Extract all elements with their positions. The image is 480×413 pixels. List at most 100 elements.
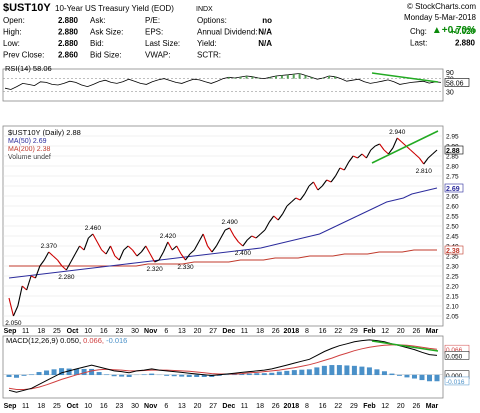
price-segment [118, 249, 125, 261]
price-segment [255, 233, 261, 239]
price-segment [193, 241, 200, 251]
price-segment [299, 193, 306, 201]
macd-legend-signal: 0.066, [81, 336, 104, 345]
x-tick-label-bottom: 16 [319, 403, 327, 410]
x-tick-label: 11 [22, 328, 29, 335]
x-tick-label: 22 [334, 328, 342, 335]
x-tick-label-bottom: 18 [256, 403, 264, 410]
ma200-line [9, 249, 437, 267]
macd-histogram-bar [96, 372, 102, 376]
price-segment [145, 245, 151, 255]
price-segment [401, 141, 407, 147]
x-tick-label-bottom: 20 [194, 403, 202, 410]
macd-line [8, 339, 438, 393]
price-segment [136, 251, 142, 257]
price-tick-label: 2.60 [446, 204, 459, 211]
x-tick-label: 11 [241, 328, 248, 335]
price-segment [70, 253, 76, 263]
x-tick-label: 29 [350, 328, 358, 335]
price-annotation: 2.460 [85, 225, 102, 232]
x-tick-label-bottom: 20 [397, 403, 405, 410]
price-segment [286, 201, 292, 207]
macd-histogram-bar [59, 368, 65, 376]
price-segment [43, 251, 50, 261]
x-tick-label-bottom: 26 [272, 403, 280, 410]
price-segment [326, 179, 332, 183]
price-segment [308, 181, 314, 187]
macd-histogram-bar [381, 371, 387, 376]
x-tick-label: 30 [131, 328, 139, 335]
x-tick-label-bottom: Oct [67, 403, 79, 410]
macd-histogram-bar [179, 374, 185, 377]
macd-histogram-bar [291, 370, 297, 376]
price-tick-label: 2.50 [446, 224, 459, 231]
macd-tick-label: 0.050 [446, 353, 463, 360]
x-tick-label: 20 [194, 328, 202, 335]
macd-histogram-bar [276, 371, 282, 376]
macd-trendline [371, 340, 439, 352]
price-tick-label: 2.65 [446, 194, 459, 201]
macd-histogram-bar [36, 372, 42, 376]
price-annotation: 2.280 [58, 274, 75, 281]
quote-value: +0.020 [450, 27, 475, 36]
price-segment [127, 245, 133, 251]
macd-histogram-bar [254, 373, 260, 376]
price-segment [88, 233, 94, 239]
price-panel: $UST10Y (Daily) 2.88 MA(50) 2.69 MA(200)… [2, 125, 464, 327]
x-tick-label-bottom: 6 [164, 403, 168, 410]
macd-histogram-bar [269, 372, 275, 376]
x-tick-label-bottom: 8 [305, 403, 309, 410]
price-annotation: 2.320 [146, 266, 163, 273]
price-segment [282, 205, 288, 215]
price-value-badge [444, 245, 464, 255]
price-segment [162, 241, 169, 253]
x-tick-label-bottom: 22 [334, 403, 342, 410]
price-segment [132, 249, 138, 257]
macd-histogram-bar [404, 374, 410, 378]
price-segment [167, 241, 173, 251]
macd-histogram-bar [201, 374, 207, 377]
x-tick-label: Dec [222, 328, 235, 335]
macd-histogram-bar [426, 374, 432, 382]
macd-histogram-bar [231, 373, 237, 376]
price-segment [39, 259, 45, 267]
change-pct-label: ▲+0.70% [432, 25, 476, 36]
x-tick-label-bottom: 23 [116, 403, 124, 410]
price-segment [114, 255, 120, 261]
macd-tick-label: 0.066 [446, 347, 463, 354]
price-segment [423, 157, 429, 165]
price-segment [352, 155, 358, 159]
x-tick-label: 2018 [284, 328, 300, 335]
rsi-tick-label: 30 [446, 89, 454, 96]
chart-header: $UST10Y 10-Year US Treasury Yield (EOD) … [3, 2, 477, 36]
price-segment [229, 227, 235, 237]
symbol-name: 10-Year US Treasury Yield (EOD) [55, 4, 174, 13]
price-segment [374, 143, 380, 147]
rsi-line [4, 73, 442, 90]
price-segment [30, 275, 36, 279]
price-segment [295, 197, 301, 201]
price-segment [251, 235, 257, 239]
ma50-legend: MA(50) 2.69 [8, 138, 47, 145]
price-tick-label: 2.80 [446, 164, 459, 171]
price-segment [312, 181, 319, 191]
macd-histogram-bar [411, 374, 417, 379]
price-segment [185, 253, 191, 261]
macd-panel: MACD(12,26,9) 0.050, 0.066, -0.016 0.066… [2, 335, 470, 399]
volume-legend: Volume undef [8, 154, 51, 161]
x-tick-label: Mar [426, 328, 439, 335]
price-segment [12, 305, 19, 317]
x-axis-bottom: Sep 11 18 25 Oct 10 16 23 30 Nov 6 13 20 27 Dec 11 18 26 2… [4, 403, 439, 410]
price-annotation: 2.490 [221, 219, 238, 226]
x-tick-label: 13 [178, 328, 186, 335]
quote-label: High: [3, 28, 22, 37]
x-tick-label: Feb [363, 328, 375, 335]
price-segment [207, 245, 213, 253]
price-segment [21, 285, 28, 291]
price-segment [427, 153, 433, 159]
price-segment [317, 185, 323, 191]
price-segment [321, 179, 328, 187]
quote-label: Last Size: [145, 39, 180, 48]
